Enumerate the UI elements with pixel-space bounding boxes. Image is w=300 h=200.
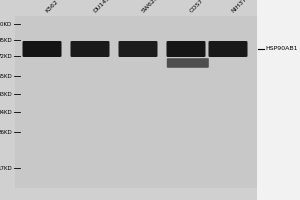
FancyBboxPatch shape <box>70 41 110 57</box>
Text: NIH3T3: NIH3T3 <box>230 0 250 14</box>
FancyBboxPatch shape <box>22 41 62 57</box>
Text: HSP90AB1: HSP90AB1 <box>266 46 298 51</box>
FancyBboxPatch shape <box>118 41 158 57</box>
Bar <box>256 0 300 200</box>
Text: 130KD: 130KD <box>0 21 12 26</box>
Text: 43KD: 43KD <box>0 92 12 97</box>
FancyBboxPatch shape <box>167 41 206 57</box>
Text: 17KD: 17KD <box>0 166 12 170</box>
Text: K562: K562 <box>44 0 59 14</box>
Text: COS7: COS7 <box>188 0 204 14</box>
Text: SW620: SW620 <box>140 0 159 14</box>
Text: 95KD: 95KD <box>0 38 12 43</box>
FancyBboxPatch shape <box>208 41 247 57</box>
Text: 34KD: 34KD <box>0 110 12 114</box>
Text: 55KD: 55KD <box>0 73 12 78</box>
Bar <box>15 16 256 188</box>
Text: DU145: DU145 <box>92 0 111 14</box>
FancyBboxPatch shape <box>167 58 209 68</box>
Text: 26KD: 26KD <box>0 130 12 134</box>
Text: 72KD: 72KD <box>0 53 12 58</box>
